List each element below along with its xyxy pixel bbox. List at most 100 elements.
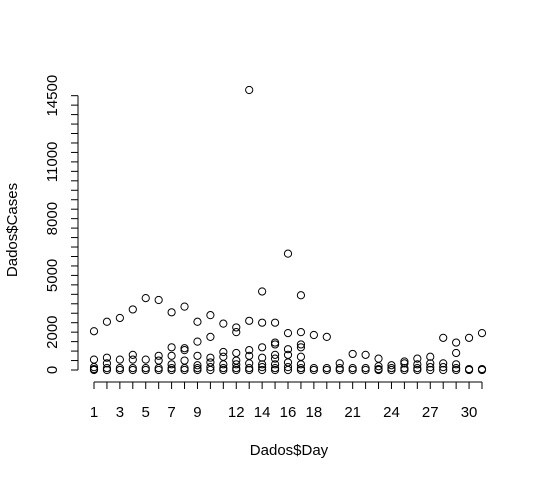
data-point [426, 365, 435, 375]
data-point [426, 359, 435, 368]
data-point [141, 365, 150, 375]
data-point [439, 365, 448, 375]
data-point [296, 360, 306, 369]
x-axis-title: Dados$Day [250, 442, 329, 459]
data-point [258, 353, 267, 362]
data-point [400, 365, 409, 375]
data-point [348, 365, 357, 375]
data-point [154, 295, 163, 305]
data-point [180, 365, 189, 375]
data-point [232, 360, 241, 369]
data-point [258, 363, 267, 372]
data-point [283, 365, 293, 375]
data-point [322, 332, 331, 341]
x-tick-label: 30 [461, 404, 478, 421]
data-point [270, 318, 280, 327]
data-point [167, 351, 176, 360]
data-point [206, 353, 215, 362]
x-tick-label: 12 [228, 404, 245, 421]
data-point [167, 365, 176, 375]
data-point [206, 332, 215, 341]
data-point [232, 323, 241, 332]
data-point [167, 360, 176, 369]
data-point [452, 348, 461, 358]
y-tick-label: 14500 [44, 75, 61, 117]
data-point [154, 356, 163, 365]
data-point [296, 352, 306, 361]
data-point [89, 365, 99, 375]
data-point [102, 359, 112, 368]
data-point [206, 363, 215, 372]
data-point [283, 249, 293, 258]
data-point [464, 333, 474, 342]
data-point [426, 363, 435, 372]
data-point [219, 360, 228, 369]
data-point [361, 350, 370, 359]
data-point [206, 365, 215, 375]
data-point [413, 365, 422, 375]
data-point [245, 365, 254, 375]
data-point [477, 365, 487, 375]
data-point [219, 365, 228, 375]
data-point [322, 365, 331, 375]
data-point [232, 328, 241, 337]
axes: 1 3 5 7 9 12 14 16 18 21 24 27 30 0 2000 5000 8000 11000 1… [44, 75, 483, 421]
data-point [128, 365, 137, 375]
data-point [464, 365, 474, 375]
x-tick-label: 9 [193, 404, 201, 421]
data-point [439, 359, 448, 368]
data-point [361, 365, 370, 375]
data-point [193, 365, 202, 375]
data-point [193, 351, 202, 360]
data-point [193, 361, 202, 370]
data-point [258, 360, 267, 369]
data-point [374, 354, 383, 363]
data-point [102, 317, 112, 326]
data-point [413, 354, 422, 363]
data-point [270, 360, 280, 369]
data-point [245, 359, 254, 368]
data-point [245, 85, 254, 95]
data-points [89, 85, 487, 375]
data-point [102, 353, 112, 362]
data-point [270, 354, 280, 363]
data-point [296, 328, 306, 337]
data-point [154, 365, 163, 375]
x-tick-label: 24 [383, 404, 400, 421]
x-tick-label: 1 [90, 404, 98, 421]
data-point [219, 347, 228, 357]
data-point [232, 365, 241, 375]
data-point [167, 308, 176, 317]
data-point [180, 356, 189, 365]
data-point [374, 365, 383, 375]
data-point [141, 294, 150, 303]
x-tick-label: 14 [254, 404, 271, 421]
data-point [270, 340, 280, 349]
data-point [258, 365, 267, 375]
data-point [89, 327, 99, 336]
data-point [296, 365, 306, 375]
data-point [374, 362, 383, 371]
data-point [439, 363, 448, 372]
data-point [128, 355, 137, 364]
data-point [452, 360, 461, 369]
data-point [400, 359, 409, 368]
x-tick-label: 7 [167, 404, 175, 421]
x-tick-label: 16 [280, 404, 297, 421]
data-point [115, 355, 124, 364]
data-point [128, 305, 137, 314]
data-point [102, 365, 112, 375]
data-point [258, 287, 267, 296]
data-point [219, 352, 228, 361]
data-point [348, 349, 357, 359]
data-point [296, 343, 306, 352]
data-point [413, 360, 422, 369]
data-point [283, 345, 293, 354]
x-tick-label: 5 [142, 404, 150, 421]
data-point [452, 365, 461, 375]
data-point [452, 338, 461, 347]
data-point [115, 365, 124, 375]
data-point [245, 316, 254, 325]
data-point [154, 351, 163, 360]
